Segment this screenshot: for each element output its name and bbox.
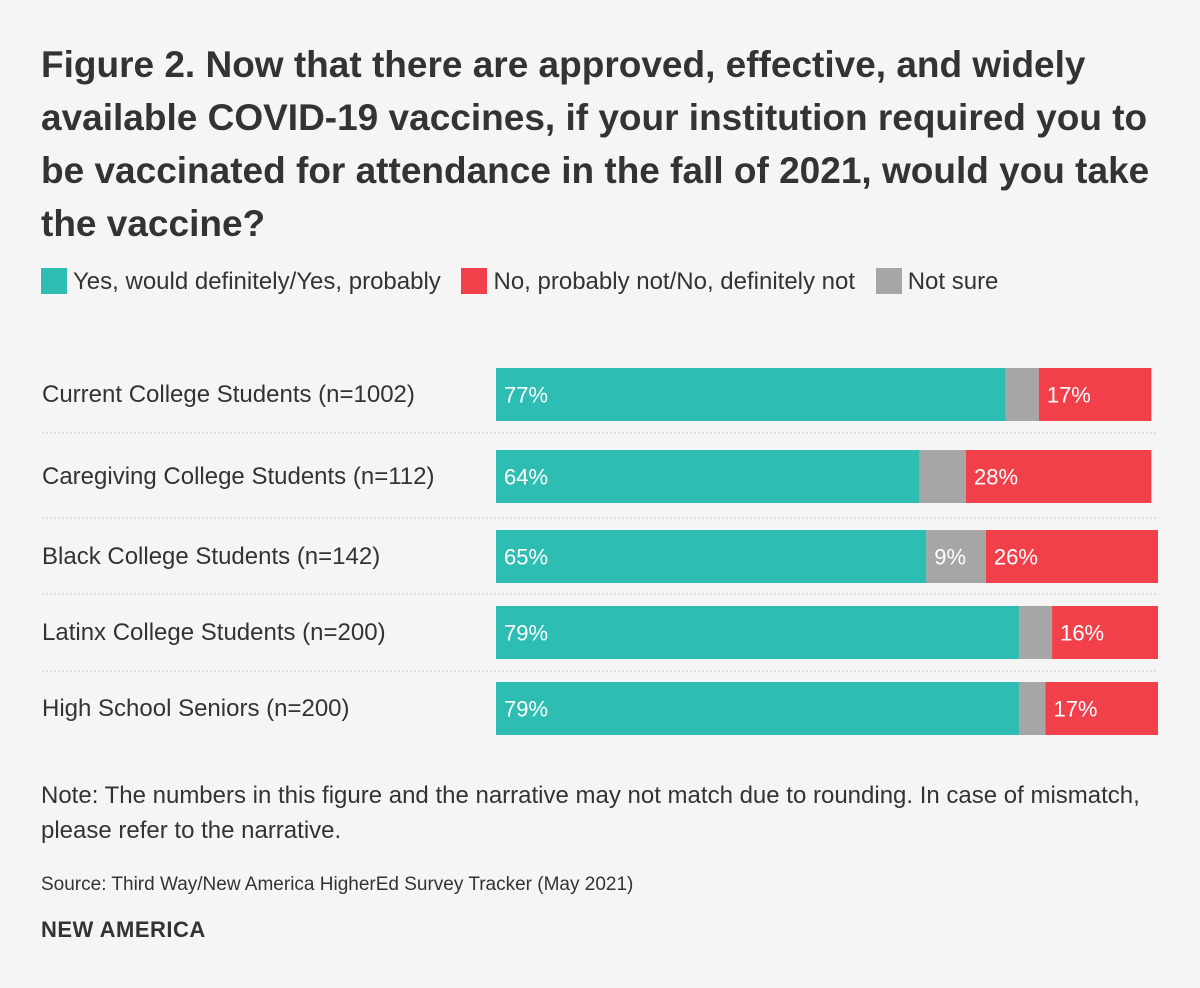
- bar-segment: [926, 530, 986, 583]
- chart-title: Figure 2. Now that there are approved, e…: [41, 44, 1150, 244]
- legend: Yes, would definitely/Yes, probably No, …: [41, 263, 1131, 301]
- bar-segment: [496, 682, 1019, 735]
- data-label: 9%: [934, 545, 966, 570]
- data-label: 79%: [504, 697, 548, 722]
- bar-segment: [1052, 606, 1158, 659]
- legend-label-not-sure: Not sure: [907, 268, 999, 295]
- bar-segment: [1018, 682, 1046, 735]
- legend-item-no: No, probably not/No, definitely not: [461, 268, 855, 295]
- category-label: Latinx College Students (n=200): [42, 619, 386, 646]
- note: Note: The numbers in this figure and the…: [41, 782, 1140, 844]
- category-label: Current College Students (n=1002): [42, 381, 415, 408]
- bar-segment: [985, 530, 1158, 583]
- bar-segment: [496, 530, 927, 583]
- bar-segment: [966, 450, 1152, 503]
- brand-logo: NEW AMERICA: [41, 917, 206, 942]
- data-label: 77%: [504, 383, 548, 408]
- legend-label-yes: Yes, would definitely/Yes, probably: [73, 268, 441, 295]
- category-label: Caregiving College Students (n=112): [42, 463, 435, 490]
- bar-segment: [496, 606, 1019, 659]
- legend-item-not-sure: Not sure: [875, 268, 999, 295]
- data-label: 17%: [1047, 383, 1091, 408]
- category-label: High School Seniors (n=200): [42, 695, 350, 722]
- bar-segment: [1045, 682, 1158, 735]
- data-label: 64%: [504, 465, 548, 490]
- legend-swatch-yes: [41, 268, 67, 294]
- bar-segment: [919, 450, 967, 503]
- category-label: Black College Students (n=142): [42, 543, 381, 570]
- data-label: 79%: [504, 621, 548, 646]
- legend-label-no: No, probably not/No, definitely not: [493, 268, 856, 295]
- bar-segment: [1038, 368, 1152, 421]
- legend-swatch-no: [461, 268, 488, 294]
- data-label: 17%: [1053, 697, 1097, 722]
- data-label: 16%: [1060, 621, 1104, 646]
- data-label: 65%: [504, 545, 548, 570]
- bar-segment: [496, 368, 1006, 421]
- source: Source: Third Way/New America HigherEd S…: [41, 874, 634, 895]
- legend-swatch-not-sure: [875, 268, 902, 294]
- bar-segment: [496, 450, 920, 503]
- legend-item-yes: Yes, would definitely/Yes, probably: [41, 268, 441, 295]
- data-label: 28%: [974, 465, 1018, 490]
- data-label: 26%: [994, 545, 1038, 570]
- bar-segment: [1018, 606, 1053, 659]
- bar-segment: [1005, 368, 1039, 421]
